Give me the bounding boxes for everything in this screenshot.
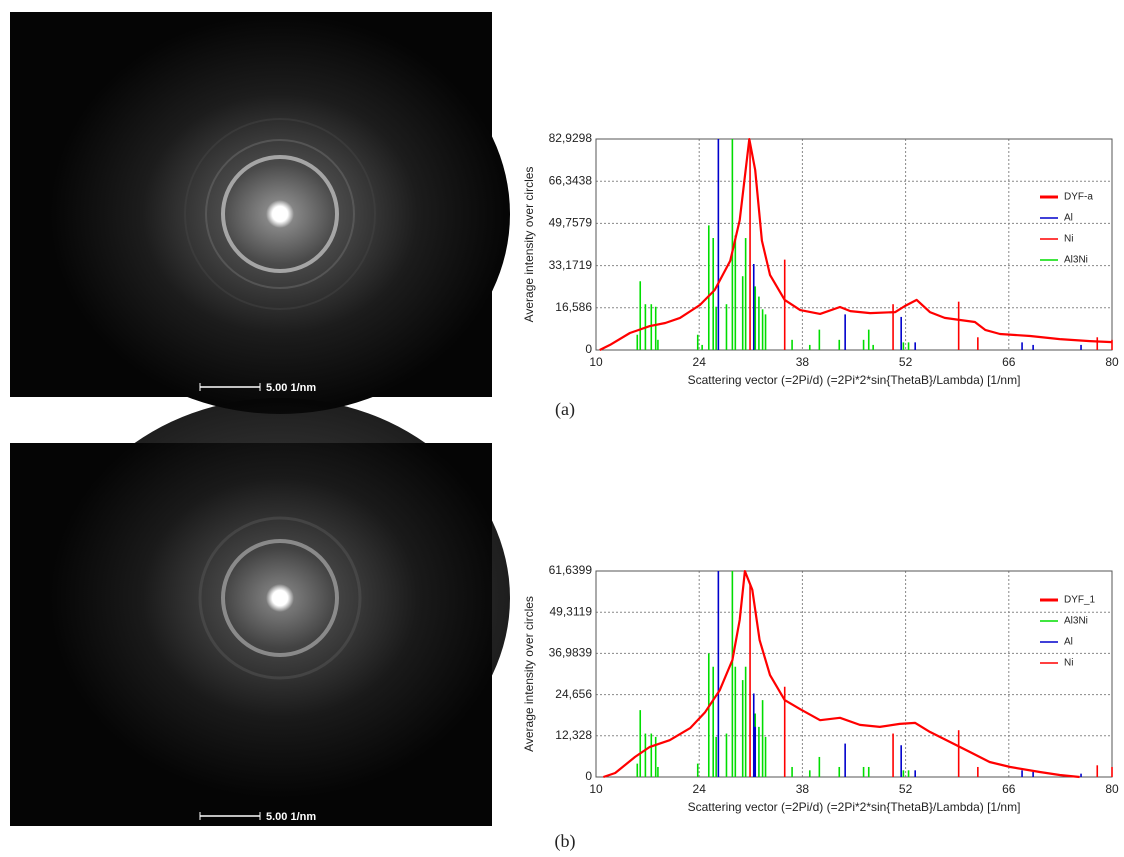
legend-label: Al3Ni: [1064, 255, 1088, 266]
x-axis-title: Scattering vector (=2Pi/d) (=2Pi*2*sin{T…: [688, 800, 1021, 814]
legend-label: Ni: [1064, 234, 1073, 245]
curve: [599, 138, 1113, 351]
x-tick-label: 10: [589, 782, 603, 796]
legend-label: Ni: [1064, 658, 1073, 669]
scale-bar-label: 5.00 1/nm: [266, 811, 316, 823]
legend-label: Al: [1064, 213, 1073, 224]
y-tick-label: 49,3119: [550, 604, 593, 618]
diffraction-image-a: 5.00 1/nm: [10, 12, 510, 414]
x-tick-label: 10: [589, 355, 603, 369]
x-tick-label: 24: [693, 782, 707, 796]
x-tick-label: 66: [1002, 355, 1016, 369]
y-axis-title: Average intensity over circles: [522, 167, 536, 323]
chart: 10 24 38 52 66 80 0 16,586 33,1719 49,7579 66,3438…: [522, 131, 1119, 387]
y-tick-label: 33,1719: [549, 258, 593, 272]
y-tick-label: 12,328: [555, 728, 592, 742]
x-tick-label: 52: [899, 355, 913, 369]
y-tick-label: 82,9298: [549, 131, 593, 145]
x-tick-label: 80: [1105, 782, 1119, 796]
y-tick-label: 16,586: [555, 300, 592, 314]
plot-frame: [595, 570, 1113, 778]
x-axis-title: Scattering vector (=2Pi/d) (=2Pi*2*sin{T…: [688, 373, 1021, 387]
legend-label: DYF_1: [1064, 595, 1096, 606]
y-tick-label: 0: [585, 342, 592, 356]
legend-label: Al: [1064, 637, 1073, 648]
y-axis-title: Average intensity over circles: [522, 596, 536, 752]
diffraction-image-b: 5.00 1/nm: [10, 398, 510, 826]
panel-label: (a): [555, 399, 575, 420]
y-tick-label: 49,7579: [549, 216, 593, 230]
y-tick-label: 24,656: [555, 687, 592, 701]
curve: [603, 570, 1080, 779]
x-tick-label: 80: [1105, 355, 1119, 369]
x-tick-label: 38: [796, 782, 810, 796]
chart: 10 24 38 52 66 80 0 12,328 24,656 36,9839 49,3119 6…: [522, 563, 1119, 814]
y-tick-label: 61,6399: [549, 563, 593, 577]
legend-label: DYF-a: [1064, 192, 1093, 203]
x-tick-label: 52: [899, 782, 913, 796]
plot-frame: [595, 138, 1113, 351]
panel-label: (b): [555, 831, 576, 852]
legend-label: Al3Ni: [1064, 616, 1088, 627]
scale-bar-label: 5.00 1/nm: [266, 382, 316, 394]
y-tick-label: 36,9839: [549, 646, 593, 660]
y-tick-label: 0: [585, 769, 592, 783]
x-tick-label: 66: [1002, 782, 1016, 796]
y-tick-label: 66,3438: [549, 173, 593, 187]
x-tick-label: 38: [796, 355, 810, 369]
x-tick-label: 24: [693, 355, 707, 369]
